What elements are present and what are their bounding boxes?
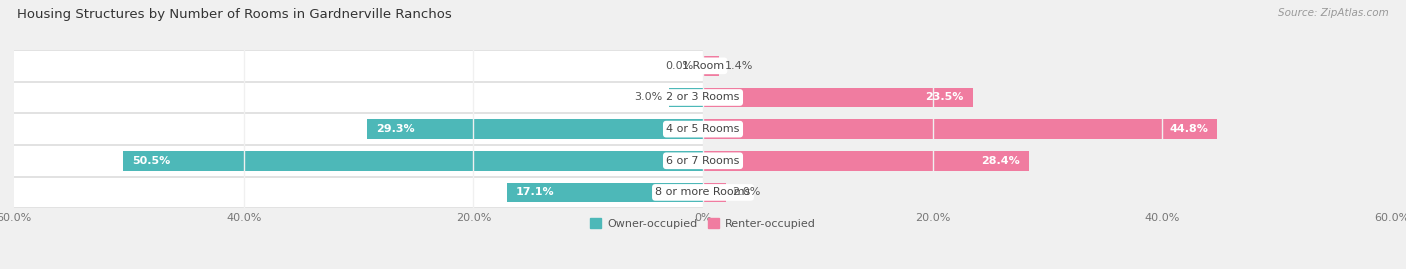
Text: 50.5%: 50.5% xyxy=(132,156,170,166)
Bar xyxy=(14,83,703,112)
Bar xyxy=(14,50,703,82)
Bar xyxy=(703,183,725,202)
Bar xyxy=(703,151,1029,171)
Text: 1 Room: 1 Room xyxy=(682,61,724,71)
Text: 8 or more Rooms: 8 or more Rooms xyxy=(655,187,751,197)
Text: 0.0%: 0.0% xyxy=(665,61,693,71)
Bar xyxy=(14,176,703,208)
Bar xyxy=(506,183,703,202)
Text: 2.0%: 2.0% xyxy=(731,187,761,197)
Bar xyxy=(124,151,703,171)
Bar xyxy=(367,119,703,139)
Bar xyxy=(14,51,703,81)
Bar xyxy=(14,178,703,207)
Bar xyxy=(703,119,1218,139)
Bar xyxy=(703,88,973,107)
Bar xyxy=(14,82,703,113)
Text: Source: ZipAtlas.com: Source: ZipAtlas.com xyxy=(1278,8,1389,18)
Bar xyxy=(14,145,703,176)
Text: 29.3%: 29.3% xyxy=(375,124,415,134)
Text: 17.1%: 17.1% xyxy=(516,187,554,197)
Text: 23.5%: 23.5% xyxy=(925,93,963,102)
Text: 3.0%: 3.0% xyxy=(634,93,662,102)
Text: 2 or 3 Rooms: 2 or 3 Rooms xyxy=(666,93,740,102)
Bar xyxy=(669,88,703,107)
Text: 6 or 7 Rooms: 6 or 7 Rooms xyxy=(666,156,740,166)
Bar xyxy=(14,113,703,145)
Bar xyxy=(14,114,703,144)
Text: Housing Structures by Number of Rooms in Gardnerville Ranchos: Housing Structures by Number of Rooms in… xyxy=(17,8,451,21)
Bar xyxy=(703,56,718,76)
Text: 4 or 5 Rooms: 4 or 5 Rooms xyxy=(666,124,740,134)
Text: 28.4%: 28.4% xyxy=(981,156,1019,166)
Bar xyxy=(14,146,703,176)
Legend: Owner-occupied, Renter-occupied: Owner-occupied, Renter-occupied xyxy=(586,214,820,233)
Text: 44.8%: 44.8% xyxy=(1170,124,1208,134)
Text: 1.4%: 1.4% xyxy=(725,61,754,71)
